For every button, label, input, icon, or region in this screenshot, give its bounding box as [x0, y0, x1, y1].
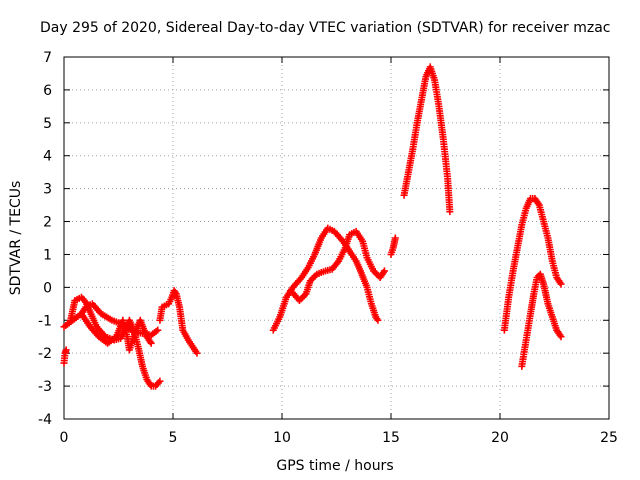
data-point [299, 293, 307, 301]
x-tick-label: 5 [169, 430, 178, 446]
data-point [156, 377, 164, 385]
y-tick-label: -2 [38, 346, 52, 362]
data-point [391, 234, 399, 242]
plot-frame [63, 56, 610, 420]
data-point [557, 333, 565, 341]
x-tick-labels: 0 5 10 15 20 25 [60, 430, 618, 446]
data-point [557, 280, 565, 288]
chart-title: Day 295 of 2020, Sidereal Day-to-day VTE… [40, 20, 610, 36]
y-tick-label: 2 [43, 215, 52, 231]
y-tick-label: 3 [43, 182, 52, 198]
y-tick-label: -3 [38, 379, 52, 395]
data-point [62, 346, 70, 354]
y-tick-label: 0 [43, 280, 52, 296]
x-tick-label: 10 [273, 430, 291, 446]
x-tick-label: 25 [600, 430, 618, 446]
x-tick-label: 20 [491, 430, 509, 446]
data-point [154, 326, 162, 334]
y-tick-labels: -4 -3 -2 -1 0 1 2 3 4 5 6 7 [38, 50, 52, 428]
data-points [60, 63, 565, 390]
data-point [193, 349, 201, 357]
y-tick-label: 4 [43, 149, 52, 165]
y-tick-label: 5 [43, 116, 52, 132]
grid [64, 57, 609, 419]
x-tick-label: 15 [382, 430, 400, 446]
data-point [380, 267, 388, 275]
y-axis-label: SDTVAR / TECUs [8, 181, 24, 296]
data-point [374, 316, 382, 324]
y-tick-label: -4 [38, 412, 52, 428]
y-tick-label: -1 [38, 313, 52, 329]
y-tick-label: 6 [43, 83, 52, 99]
y-tick-label: 7 [43, 50, 52, 66]
data-point [310, 273, 318, 281]
x-tick-label: 0 [60, 430, 69, 446]
data-point [147, 339, 155, 347]
y-tick-label: 1 [43, 247, 52, 263]
data-point [446, 208, 454, 216]
x-axis-label: GPS time / hours [276, 458, 393, 474]
